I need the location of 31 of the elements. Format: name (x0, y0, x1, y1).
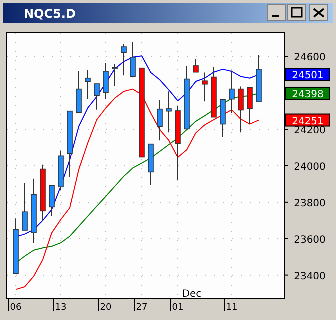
y-tick-label: 23600 (294, 234, 326, 246)
y-tick-label: 23800 (294, 198, 326, 210)
candlestick (49, 185, 55, 217)
y-tick-label: 24600 (294, 52, 326, 64)
candlestick (202, 72, 208, 102)
candlestick (157, 100, 163, 142)
candlestick (103, 62, 109, 100)
x-tick-label: 06 (10, 303, 22, 313)
candlestick (22, 182, 28, 231)
y-tick-label: 24200 (294, 126, 326, 137)
x-tick-label: 13 (55, 303, 67, 313)
text: 24251 (292, 116, 324, 128)
y-tick-label: 23400 (294, 271, 326, 282)
x-tick-label: 11 (226, 303, 238, 313)
chart-title: NQC5.D (24, 7, 76, 21)
annotation: Dec (182, 289, 202, 300)
candlestick (193, 58, 199, 73)
candlestick (112, 64, 118, 87)
x-tick-label: 27 (136, 303, 148, 313)
candlestick (85, 69, 91, 100)
candlestick (229, 70, 235, 114)
x-tick-label: 20 (100, 303, 112, 313)
candlestick (76, 70, 82, 114)
text: 24398 (292, 89, 324, 100)
x-tick-label: 01 (172, 303, 184, 313)
candlestick (130, 42, 136, 78)
candlestick (94, 84, 100, 110)
y-tick-label: 24000 (294, 162, 326, 173)
text: 24501 (292, 70, 324, 82)
candlestick (121, 44, 127, 76)
candlestick (166, 91, 172, 134)
